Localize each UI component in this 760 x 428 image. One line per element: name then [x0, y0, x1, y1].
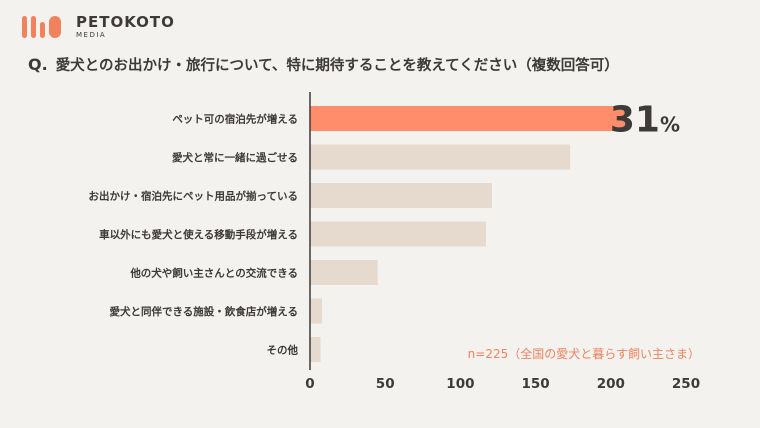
category-label-3: 車以外にも愛犬と使える移動手段が増える [99, 228, 298, 241]
bar-4 [310, 260, 378, 285]
x-tick-label-2: 100 [446, 376, 474, 392]
brand-name: PETOKOTO [76, 13, 175, 31]
category-label-6: その他 [267, 344, 299, 357]
question-title: Q. 愛犬とのお出かけ・旅行について、特に期待することを教えてください（複数回答可… [28, 54, 619, 75]
bar-2 [310, 183, 492, 208]
x-tick-label-1: 50 [376, 376, 395, 392]
bar-3 [310, 221, 486, 247]
x-tick-label-0: 0 [305, 376, 314, 392]
x-tick-label-3: 150 [522, 376, 550, 392]
x-tick-label-4: 200 [597, 376, 625, 392]
category-label-5: 愛犬と同伴できる施設・飲食店が増える [110, 305, 298, 318]
highlight-percent-label: 31% [610, 100, 680, 141]
category-label-4: 他の犬や飼い主さんとの交流できる [129, 267, 298, 280]
bar-6 [310, 337, 321, 362]
bar-1 [310, 144, 571, 170]
sample-note: n=225（全国の愛犬と暮らす飼い主さま） [468, 346, 700, 361]
category-label-0: ペット可の宿泊先が増える [172, 113, 298, 126]
question-prefix: Q. [28, 55, 48, 74]
category-label-1: 愛犬と常に一緒に過ごせる [172, 151, 298, 164]
bar-0 [310, 106, 626, 131]
highlight-unit: % [660, 113, 680, 137]
category-label-2: お出かけ・宿泊先にペット用品が揃っている [89, 190, 298, 203]
x-tick-label-5: 250 [672, 376, 700, 392]
brand-logo: PETOKOTO MEDIA [22, 14, 175, 40]
logo-mark-icon [22, 14, 68, 40]
bar-5 [310, 298, 323, 324]
brand-sub: MEDIA [76, 31, 107, 39]
question-text: 愛犬とのお出かけ・旅行について、特に期待することを教えてください（複数回答可） [55, 58, 619, 74]
highlight-number: 31 [610, 100, 660, 141]
